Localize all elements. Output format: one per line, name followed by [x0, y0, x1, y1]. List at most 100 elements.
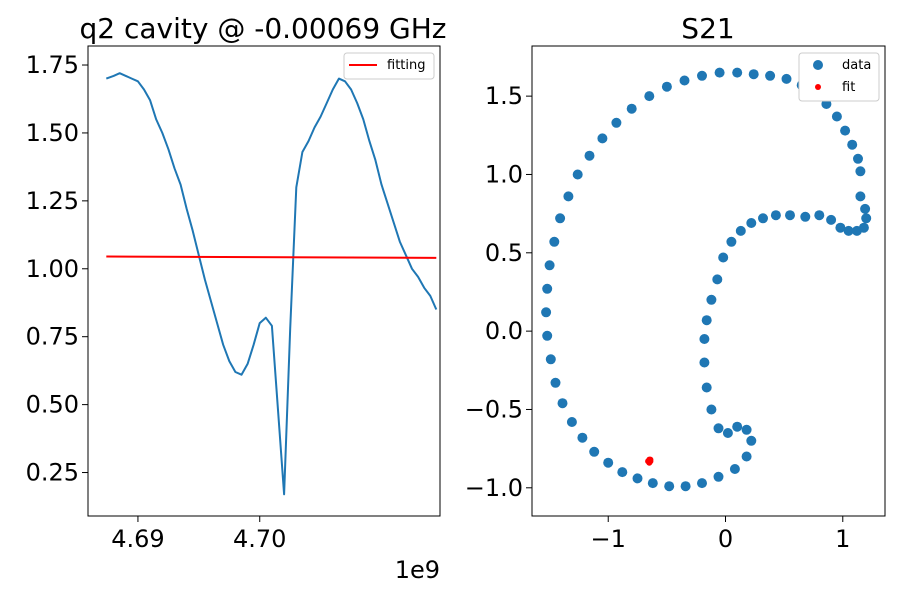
point-data: [617, 467, 628, 478]
point-data: [603, 457, 614, 468]
y-tick-label: 0.5: [485, 239, 523, 267]
point-data: [713, 423, 724, 434]
series-line-fitting: [106, 255, 437, 259]
point-data: [584, 150, 595, 161]
point-data: [748, 69, 759, 80]
point-data: [542, 283, 553, 294]
point-data: [860, 203, 871, 214]
s21-plot-frame: [531, 45, 886, 517]
y-tick-label: 1.0: [485, 160, 523, 188]
y-tick-label: 1.50: [26, 119, 79, 147]
point-data: [726, 236, 737, 247]
legend-label-data: data: [842, 58, 871, 73]
point-data: [858, 222, 869, 233]
point-data: [706, 294, 717, 305]
point-data: [855, 191, 866, 202]
point-data: [664, 481, 675, 492]
s21-plot-legend: data fit: [798, 52, 880, 102]
point-data: [626, 103, 637, 114]
point-data: [557, 398, 568, 409]
point-data: [541, 307, 552, 318]
s21-plot: S21 −1 0 1 −1.0 −0.5 0.0 0.5 1.0 1.5 data fit: [465, 12, 886, 553]
point-data: [853, 153, 863, 164]
cavity-plot-legend: fitting: [343, 52, 435, 80]
point-data: [840, 125, 851, 136]
y-tick-label: 1.00: [26, 255, 79, 283]
point-data: [746, 218, 757, 228]
point-data: [644, 91, 655, 102]
point-data: [589, 446, 600, 457]
point-data: [545, 354, 556, 365]
y-tick-label: −1.0: [465, 474, 523, 502]
point-data: [781, 73, 792, 84]
cavity-plot: q2 cavity @ -0.00069 GHz 4.69 4.70 0.25 0.5…: [26, 12, 447, 584]
point-data: [758, 213, 768, 224]
s21-plot-marks: [541, 67, 872, 492]
y-tick-label: 0.75: [26, 323, 79, 351]
point-data: [697, 478, 707, 489]
point-data: [572, 169, 583, 180]
point-data: [713, 471, 724, 482]
point-data: [732, 67, 743, 78]
point-data: [732, 421, 743, 432]
point-data: [729, 464, 740, 474]
legend-swatch-fit: [815, 84, 821, 90]
point-fit: [647, 456, 654, 463]
cavity-plot-title: q2 cavity @ -0.00069 GHz: [80, 12, 447, 45]
point-data: [597, 133, 608, 144]
point-data: [699, 334, 710, 344]
cavity-plot-marks: [105, 72, 438, 496]
point-data: [647, 478, 658, 489]
point-data: [699, 357, 710, 368]
point-data: [831, 111, 842, 122]
point-data: [847, 139, 858, 150]
point-data: [714, 67, 725, 78]
x-tick-label: −1: [591, 525, 626, 553]
x-offset-label: 1e9: [395, 556, 440, 584]
y-tick-label: 0.0: [485, 317, 523, 345]
cavity-plot-frame: [87, 45, 441, 517]
point-data: [661, 81, 672, 92]
point-data: [701, 315, 712, 326]
legend-box: [343, 52, 435, 80]
point-data: [542, 330, 553, 341]
y-tick-label: −0.5: [465, 395, 523, 423]
point-data: [741, 424, 752, 435]
point-data: [741, 451, 752, 462]
point-data: [679, 75, 690, 86]
s21-plot-title: S21: [681, 12, 734, 45]
point-data: [855, 166, 866, 177]
point-data: [843, 225, 854, 236]
x-tick-label: 0: [718, 525, 733, 553]
point-data: [746, 435, 757, 446]
point-data: [814, 210, 825, 221]
y-tick-label: 1.5: [485, 82, 523, 110]
point-data: [544, 260, 555, 271]
point-data: [680, 481, 691, 492]
point-data: [701, 382, 712, 393]
point-data: [566, 417, 577, 427]
x-tick-label: 4.70: [233, 525, 286, 553]
y-tick-label: 1.25: [26, 187, 79, 215]
point-data: [563, 191, 574, 202]
point-data: [632, 473, 643, 484]
point-data: [555, 213, 566, 224]
point-data: [722, 428, 733, 438]
point-data: [785, 210, 795, 221]
point-data: [770, 210, 781, 221]
x-tick-label: 1: [835, 525, 850, 553]
y-tick-label: 1.75: [26, 51, 79, 79]
s21-plot-axes: −1 0 1 −1.0 −0.5 0.0 0.5 1.0 1.5: [465, 82, 851, 553]
point-data: [549, 236, 560, 247]
point-data: [800, 211, 811, 222]
point-data: [765, 70, 776, 81]
x-tick-label: 4.69: [111, 525, 164, 553]
point-data: [577, 432, 588, 443]
point-data: [718, 252, 729, 263]
point-data: [826, 214, 837, 225]
legend-label-fit: fit: [842, 80, 855, 95]
point-data: [735, 225, 746, 236]
y-tick-label: 0.50: [26, 391, 79, 419]
point-data: [706, 404, 717, 415]
